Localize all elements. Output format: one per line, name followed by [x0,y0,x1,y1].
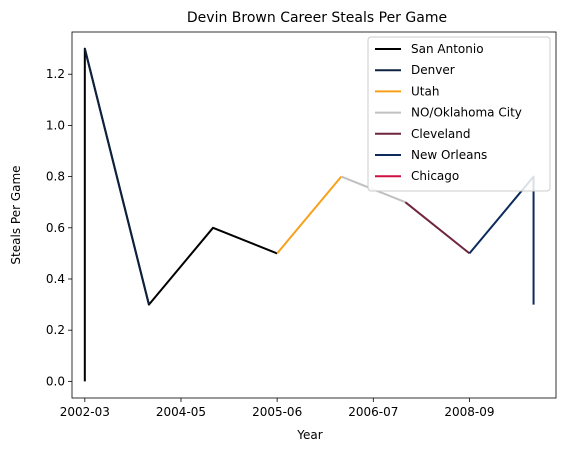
series-line-5 [468,175,535,305]
x-tick-label: 2005-06 [252,405,302,419]
legend-label: Chicago [411,169,459,183]
series-line-4 [404,201,471,255]
y-tick-label: 0.4 [46,272,65,286]
chart-title: Devin Brown Career Steals Per Game [187,10,447,26]
y-tick-label: 1.2 [46,67,65,81]
x-tick-label: 2008-09 [444,405,494,419]
x-tick-label: 2006-07 [348,405,398,419]
x-axis-label: Year [296,428,322,442]
x-axis: 2002-03 2004-05 2005-06 2006-07 2008-09 [60,398,495,419]
y-axis: 0.0 0.2 0.4 0.6 0.8 1.0 1.2 [46,67,72,388]
legend-label: NO/Oklahoma City [411,106,522,120]
legend-box [367,36,551,192]
y-tick-label: 0.2 [46,323,65,337]
legend-label: New Orleans [411,148,487,162]
legend-label: San Antonio [411,42,484,56]
legend: San Antonio Denver Utah NO/Oklahoma City Cle… [367,36,551,192]
plot-frame [71,31,557,399]
legend-label: Cleveland [411,127,471,141]
legend-label: Utah [411,84,439,98]
y-tick-label: 0.6 [46,221,65,235]
y-tick-label: 1.0 [46,118,65,132]
x-tick-label: 2002-03 [60,405,110,419]
series-line-1 [83,48,150,305]
x-tick-label: 2004-05 [156,405,206,419]
y-tick-label: 0.0 [46,374,65,388]
series-line-0 [83,47,278,382]
legend-label: Denver [411,63,455,77]
y-tick-label: 0.8 [46,170,65,184]
y-axis-label: Steals Per Game [9,165,23,264]
series-line-2 [276,175,343,255]
